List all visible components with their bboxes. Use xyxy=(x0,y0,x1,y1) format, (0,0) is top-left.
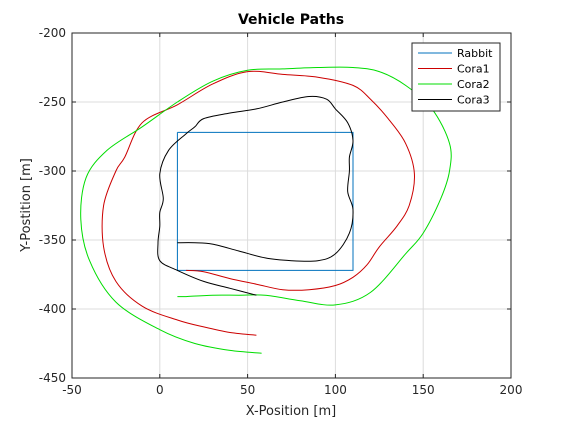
legend-label-cora3: Cora3 xyxy=(457,94,490,107)
y-tick-label: -400 xyxy=(39,302,66,316)
x-tick-label: 150 xyxy=(412,383,435,397)
axis-ticks: -50 0 50 100 150 200 -450 -400 -350 -300 -250 -200 xyxy=(39,26,523,397)
legend-label-rabbit: Rabbit xyxy=(457,47,493,60)
y-tick-label: -350 xyxy=(39,233,66,247)
x-tick-label: 100 xyxy=(324,383,347,397)
x-tick-label: -50 xyxy=(62,383,82,397)
chart-title: Vehicle Paths xyxy=(238,12,344,28)
series-line-cora3 xyxy=(157,95,354,296)
y-tick-label: -200 xyxy=(39,26,66,40)
legend-label-cora2: Cora2 xyxy=(457,78,490,91)
series-line-cora2 xyxy=(80,66,452,354)
legend-label-cora1: Cora1 xyxy=(457,63,490,76)
x-tick-label: 200 xyxy=(500,383,523,397)
series-line-cora1 xyxy=(101,70,415,336)
y-tick-label: -450 xyxy=(39,371,66,385)
y-axis-label: Y-Postition [m] xyxy=(19,158,34,253)
plot-area xyxy=(80,66,452,354)
series-line-rabbit xyxy=(176,131,354,271)
y-tick-label: -250 xyxy=(39,95,66,109)
x-tick-label: 0 xyxy=(156,383,164,397)
legend: Rabbit Cora1 Cora2 Cora3 xyxy=(411,42,501,112)
x-tick-label: 50 xyxy=(240,383,255,397)
x-axis-label: X-Position [m] xyxy=(246,404,337,419)
y-tick-label: -300 xyxy=(39,164,66,178)
axes-frame xyxy=(71,32,512,379)
